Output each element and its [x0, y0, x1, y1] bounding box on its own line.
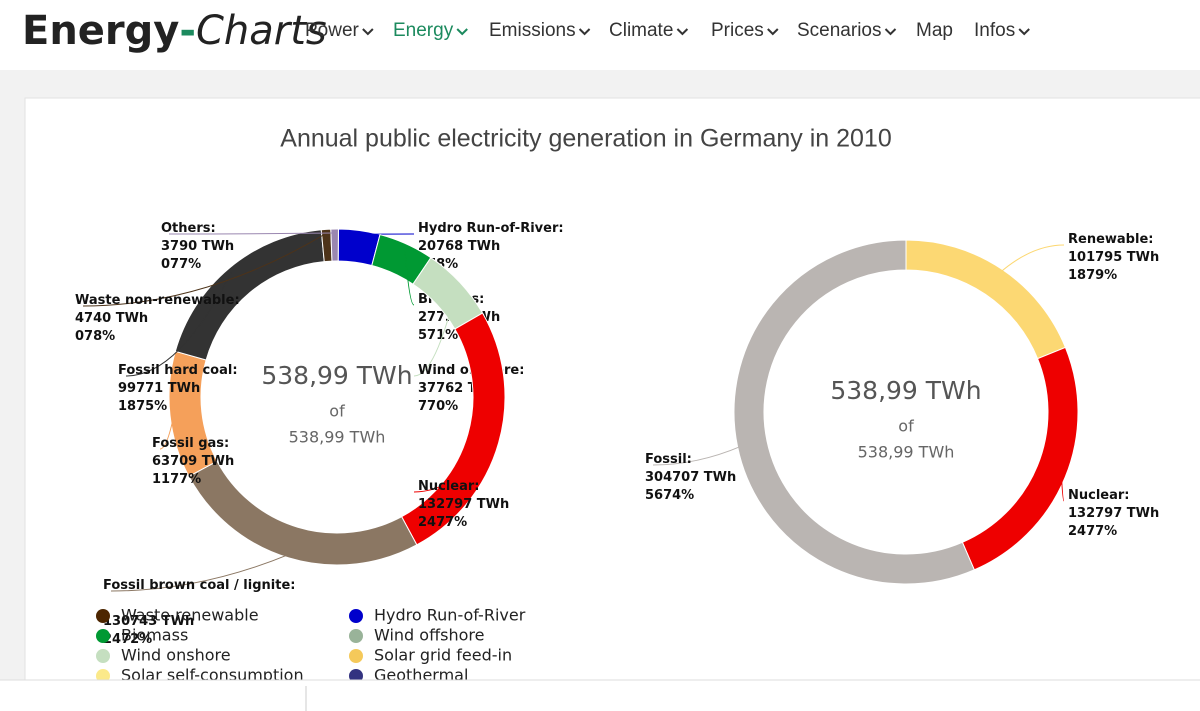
label-name: Waste non-renewable: — [75, 293, 240, 308]
label-line: 132797 TWh — [418, 497, 509, 512]
label-line: 2477% — [1068, 524, 1117, 539]
nav-item[interactable]: Map — [916, 20, 953, 41]
nav-item[interactable]: Prices — [711, 20, 764, 41]
label-line: 20768 TWh — [418, 239, 500, 254]
label-line: 1879% — [1068, 268, 1117, 283]
center-value: 538,99 TWh — [830, 376, 981, 405]
label-name: Nuclear: — [1068, 488, 1130, 503]
label-line: 101795 TWh — [1068, 250, 1159, 265]
charts: Hydro Run-of-River:20768 TWh378%Biomass:… — [75, 221, 1159, 685]
center-total: 538,99 TWh — [858, 443, 955, 462]
legend-label[interactable]: Solar grid feed-in — [374, 646, 512, 665]
chevron — [578, 28, 591, 36]
card — [24, 97, 1200, 699]
nav-item[interactable]: Infos — [974, 20, 1015, 41]
chevron — [676, 28, 689, 36]
logo[interactable]: Energy-Charts — [22, 8, 327, 54]
legend-label[interactable]: Biomass — [121, 626, 188, 645]
legend-marker — [96, 649, 110, 663]
center-of: of — [329, 402, 345, 421]
nav-item[interactable]: Climate — [609, 20, 673, 41]
label-line: 571% — [418, 328, 458, 343]
label-line: 3790 TWh — [161, 239, 234, 254]
chevron — [767, 28, 779, 36]
legend-label[interactable]: Wind offshore — [374, 626, 484, 645]
leader-line — [168, 232, 335, 235]
header-bar — [0, 0, 1200, 70]
legend-marker — [96, 629, 110, 643]
data-label: Others: 3790 TWh 077% — [161, 221, 234, 272]
leader-line — [1060, 475, 1065, 502]
data-label: Fossil hard coal: 99771 TWh 1875% — [118, 363, 238, 414]
leader-line — [652, 445, 742, 466]
label-line: 130743 TWh — [103, 614, 194, 629]
label-line: 077% — [161, 257, 201, 272]
label-name: Fossil: — [645, 452, 692, 467]
data-label: Fossil: 304707 TWh 5674% — [645, 452, 736, 503]
data-label: Fossil brown coal / lignite: 130743 TWh 24… — [103, 578, 295, 647]
label-line: 99771 TWh — [118, 381, 200, 396]
nav-item[interactable]: Energy — [393, 20, 454, 41]
legend-label[interactable]: Wind onshore — [121, 646, 231, 665]
logo-part: Charts — [196, 8, 327, 54]
chevron — [456, 28, 468, 36]
label-line: 1177% — [152, 472, 201, 487]
label-line: 1875% — [118, 399, 167, 414]
label-line: 63709 TWh — [152, 454, 234, 469]
label-line: 078% — [75, 329, 115, 344]
label-name: Fossil hard coal: — [118, 363, 238, 378]
label-name: Renewable: — [1068, 232, 1153, 247]
nav-item[interactable]: Emissions — [489, 20, 576, 41]
leader-line — [413, 285, 458, 377]
leader-line — [413, 441, 496, 493]
legend-label[interactable]: Hydro Run-of-River — [374, 606, 526, 625]
nav-item[interactable]: Power — [305, 20, 360, 41]
chevron — [884, 28, 897, 36]
legend-marker — [349, 649, 363, 663]
nav-item[interactable]: Scenarios — [797, 20, 882, 41]
legend-marker — [349, 629, 363, 643]
chevron — [362, 28, 374, 36]
donut-segment — [330, 228, 339, 262]
label-line: 2472% — [103, 632, 152, 647]
data-label: Nuclear: 132797 TWh 2477% — [1068, 488, 1159, 539]
label-name: Fossil gas: — [152, 436, 229, 451]
leader-line — [125, 270, 233, 377]
label-name: Fossil brown coal / lignite: — [103, 578, 295, 593]
data-label: Waste non-renewable: 4740 TWh 078% — [75, 293, 240, 344]
data-label: Fossil gas: 63709 TWh 1177% — [152, 436, 234, 487]
label-line: 770% — [418, 399, 458, 414]
leader-line — [404, 247, 415, 306]
label-name: Nuclear: — [418, 479, 480, 494]
label-name: Others: — [161, 221, 216, 236]
label-line: 2477% — [418, 515, 467, 530]
logo-part: - — [179, 8, 196, 54]
legend-marker — [349, 609, 363, 623]
title: Annual public electricity generation in … — [280, 125, 891, 153]
legend-label[interactable]: Waste renewable — [121, 606, 259, 625]
center-total: 538,99 TWh — [289, 428, 386, 447]
center-of: of — [898, 417, 914, 436]
data-label: Nuclear: 132797 TWh 2477% — [418, 479, 509, 530]
chevron — [1018, 28, 1030, 36]
leader-line — [110, 553, 290, 592]
center-value: 538,99 TWh — [261, 361, 412, 390]
label-line: 304707 TWh — [645, 470, 736, 485]
leader-line — [159, 414, 175, 450]
bottom-bar — [0, 680, 1200, 711]
data-label: Renewable: 101795 TWh 1879% — [1068, 232, 1159, 283]
logo-part: Energy — [22, 8, 179, 54]
label-line: 5674% — [645, 488, 694, 503]
label-line: 4740 TWh — [75, 311, 148, 326]
leader-line — [999, 244, 1065, 274]
leader-line — [82, 232, 327, 307]
donut-segment — [733, 239, 975, 585]
legend-marker — [96, 609, 110, 623]
label-name: Hydro Run-of-River: — [418, 221, 564, 236]
label-line: 132797 TWh — [1068, 506, 1159, 521]
